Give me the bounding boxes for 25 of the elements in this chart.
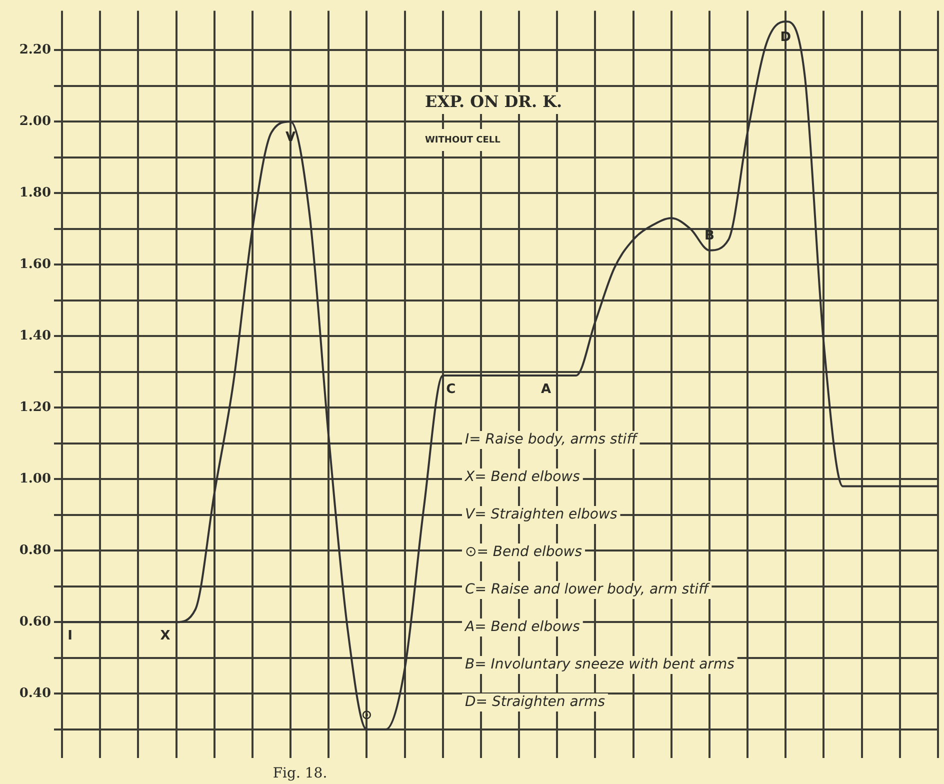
data-label: I <box>68 628 72 644</box>
text: EXP. ON DR. K. <box>425 92 562 112</box>
y-tick-label: 1.20 <box>19 400 51 416</box>
annotation: ⊙= Bend elbows <box>465 544 582 560</box>
annotation: X= Bend elbows <box>464 469 580 486</box>
y-tick-label: 0.40 <box>19 686 51 702</box>
annotation: B= Involuntary sneeze with bent arms <box>465 656 734 673</box>
data-label: C <box>446 382 456 397</box>
y-tick-label: 0.80 <box>19 543 51 558</box>
annotation: D= Straighten arms <box>465 694 606 710</box>
y-tick-label: 1.00 <box>19 472 51 487</box>
data-label: A <box>541 382 552 397</box>
annotation: I= Raise body, arms stiff <box>465 432 639 448</box>
y-tick-label: 1.80 <box>19 186 51 201</box>
annotation: C= Raise and lower body, arm stiff <box>465 582 711 598</box>
text: WITHOUT CELL <box>425 135 501 146</box>
y-tick-label: 2.00 <box>19 114 51 130</box>
caption: Fig. 18. <box>272 766 328 782</box>
y-tick-label: 1.60 <box>19 257 51 272</box>
annotation: V= Straighten elbows <box>465 506 618 523</box>
annotation: A= Bend elbows <box>464 619 580 636</box>
y-tick-label: 2.20 <box>19 42 51 58</box>
y-tick-label: 1.40 <box>19 328 51 344</box>
data-label: X <box>160 628 170 644</box>
y-tick-label: 0.60 <box>19 614 51 630</box>
